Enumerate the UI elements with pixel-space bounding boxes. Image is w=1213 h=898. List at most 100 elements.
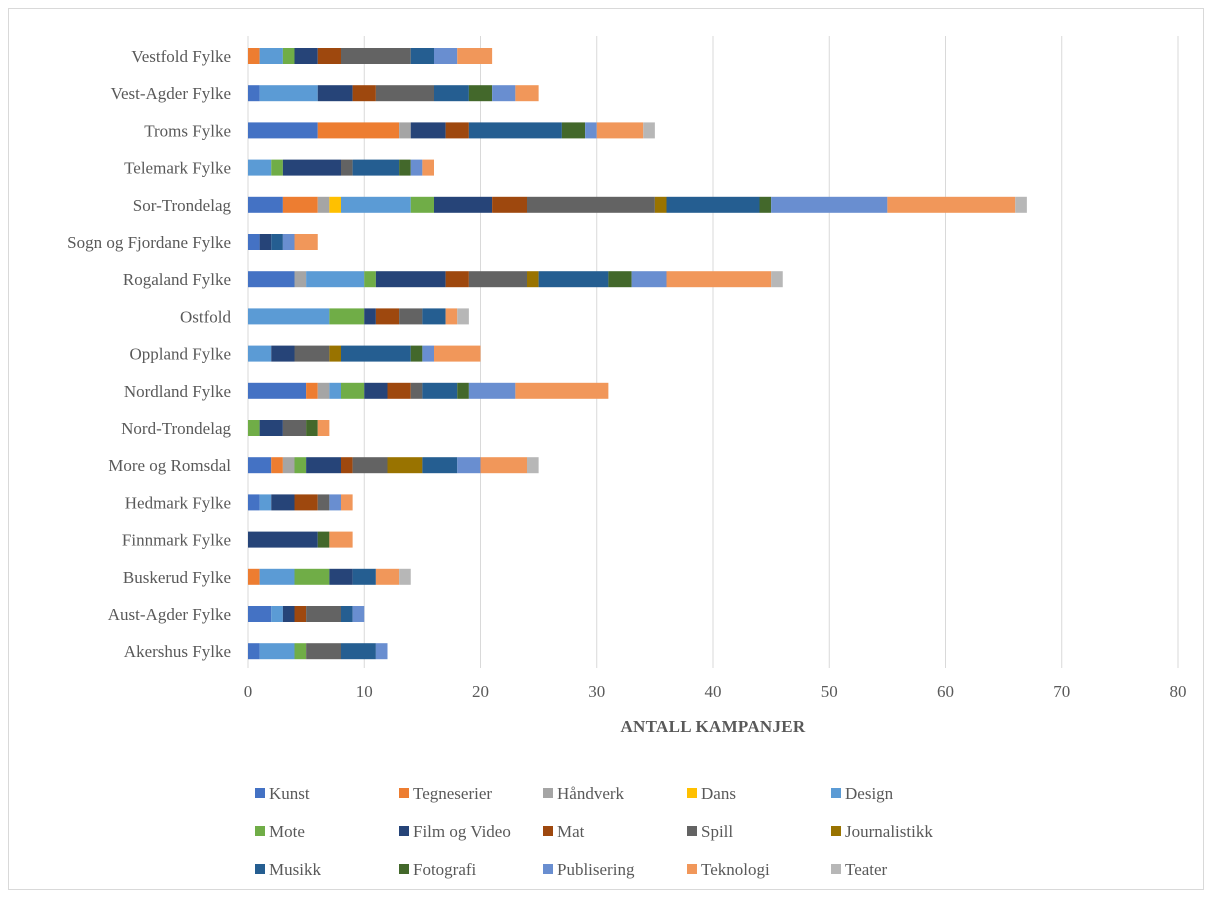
- category-label: Nord-Trondelag: [121, 419, 231, 438]
- bar-segment: [341, 457, 353, 474]
- bar-segment: [410, 159, 423, 176]
- bar-segment: [759, 196, 772, 213]
- legend-swatch: [543, 826, 553, 836]
- legend-swatch: [255, 826, 265, 836]
- bar-segment: [422, 308, 446, 325]
- bar-segment: [248, 271, 295, 288]
- category-label: Akershus Fylke: [124, 642, 231, 661]
- chart-frame: [8, 8, 1204, 890]
- bar-segment: [317, 122, 400, 139]
- category-label: More og Romsdal: [108, 456, 231, 475]
- category-label: Troms Fylke: [144, 121, 231, 140]
- category-label: Rogaland Fylke: [123, 270, 231, 289]
- bar-segment: [527, 271, 539, 288]
- legend-label: Publisering: [557, 860, 635, 879]
- bar-segment: [596, 122, 644, 139]
- category-label: Sor-Trondelag: [133, 196, 232, 215]
- bar-segment: [457, 48, 493, 64]
- bar-segment: [399, 159, 411, 176]
- bar-segment: [306, 271, 365, 288]
- bar-segment: [294, 48, 318, 64]
- category-label: Vest-Agder Fylke: [111, 84, 231, 103]
- bar-segment: [352, 85, 376, 102]
- category-label: Buskerud Fylke: [123, 568, 231, 587]
- bar-segment: [248, 308, 330, 325]
- bar-segment: [341, 606, 353, 622]
- bar-segment: [259, 643, 295, 660]
- bar-segment: [434, 85, 469, 102]
- bar-segment: [306, 457, 341, 474]
- bar-segment: [422, 457, 458, 474]
- bar-segment: [434, 196, 493, 213]
- bar-segment: [410, 196, 434, 213]
- bar-segment: [561, 122, 586, 139]
- category-label: Telemark Fylke: [124, 159, 231, 178]
- bar-segment: [282, 420, 307, 436]
- bar-segment: [248, 382, 307, 399]
- bar-segment: [399, 308, 423, 325]
- bar-segment: [271, 606, 283, 622]
- bar-segment: [375, 85, 434, 102]
- category-label: Hedmark Fylke: [125, 493, 231, 512]
- x-tick-label: 50: [821, 682, 838, 701]
- bar-segment: [294, 606, 307, 622]
- bar-segment: [341, 159, 353, 176]
- category-label: Sogn og Fjordane Fylke: [67, 233, 231, 252]
- legend-swatch: [687, 826, 697, 836]
- bar-segment: [352, 568, 376, 585]
- bar-segment: [271, 457, 283, 474]
- bar-segment: [329, 196, 341, 213]
- bar-segment: [317, 531, 330, 548]
- x-tick-label: 80: [1170, 682, 1187, 701]
- bar-segment: [317, 382, 330, 399]
- legend-swatch: [543, 788, 553, 798]
- bar-segment: [282, 48, 295, 64]
- bar-segment: [248, 122, 318, 139]
- x-tick-labels: 0 10 20 30 40 50 60 70 80: [244, 682, 1187, 701]
- bar-segment: [422, 345, 434, 362]
- bar-segment: [352, 606, 365, 622]
- bar-segment: [445, 308, 458, 325]
- bar-segment: [410, 48, 434, 64]
- bar-segment: [271, 234, 283, 250]
- category-label: Oppland Fylke: [129, 345, 231, 364]
- legend-label: Spill: [701, 822, 733, 841]
- bar-segment: [387, 382, 411, 399]
- legend-swatch: [831, 788, 841, 798]
- bar-segment: [341, 643, 376, 660]
- bar-segment: [643, 122, 655, 139]
- bar-segment: [248, 159, 272, 176]
- bar-segment: [399, 568, 411, 585]
- bar-segment: [457, 457, 481, 474]
- bar-segment: [248, 234, 260, 250]
- bar-segment: [294, 643, 307, 660]
- bar-segment: [259, 234, 272, 250]
- bar-segment: [468, 382, 516, 399]
- bar-segment: [434, 48, 458, 64]
- legend-swatch: [399, 826, 409, 836]
- bar-segment: [282, 457, 295, 474]
- category-label: Nordland Fylke: [124, 382, 231, 401]
- bar-segment: [259, 85, 318, 102]
- bar-segment: [248, 48, 260, 64]
- bar-segment: [364, 271, 376, 288]
- bar-segment: [248, 643, 260, 660]
- bar-segment: [341, 345, 411, 362]
- category-label: Ostfold: [180, 307, 232, 326]
- bar-segment: [608, 271, 632, 288]
- bar-segment: [317, 48, 341, 64]
- legend-swatch: [687, 864, 697, 874]
- bar-segment: [468, 85, 493, 102]
- legend-label: Mat: [557, 822, 585, 841]
- bar-segment: [341, 196, 411, 213]
- bar-segment: [352, 457, 388, 474]
- bar-segment: [375, 568, 400, 585]
- bar-segment: [666, 196, 760, 213]
- x-axis-title: ANTALL KAMPANJER: [620, 717, 805, 736]
- x-tick-label: 70: [1053, 682, 1070, 701]
- bar-segment: [364, 382, 388, 399]
- bar-segment: [259, 568, 295, 585]
- legend-swatch: [399, 864, 409, 874]
- x-tick-label: 40: [705, 682, 722, 701]
- bar-segment: [341, 48, 411, 64]
